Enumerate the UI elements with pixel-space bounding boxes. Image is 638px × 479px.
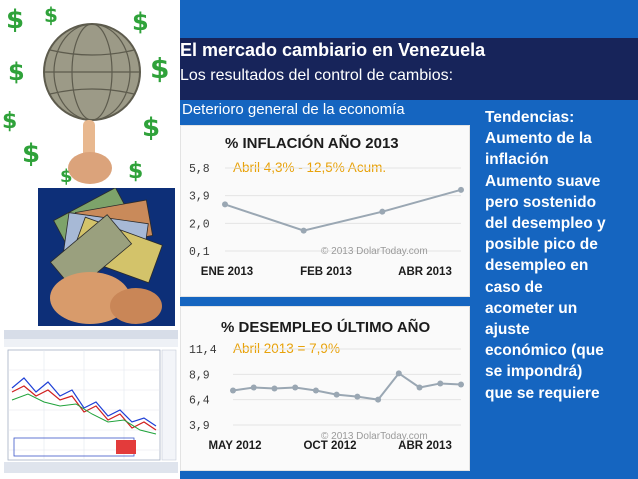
inflation-x-ticks: ENE 2013 FEB 2013 ABR 2013 <box>201 266 452 278</box>
chart-credit: © 2013 DolarToday.com <box>321 246 428 257</box>
trends-line: que se requiere <box>485 384 600 402</box>
inflation-grid <box>225 167 461 252</box>
data-point <box>354 393 361 400</box>
trading-chart-image <box>4 330 178 473</box>
trends-line: caso de <box>485 278 543 296</box>
data-point <box>312 387 319 394</box>
unemployment-grid <box>233 348 461 426</box>
unemployment-y-ticks: 11,4 8,9 6,4 3,9 <box>189 344 217 433</box>
banknotes-image <box>38 188 175 326</box>
trends-line: pero sostenido <box>485 193 597 211</box>
trends-label: Tendencias: <box>485 109 575 126</box>
chart-title: % INFLACIÓN AÑO 2013 <box>225 134 399 152</box>
inflation-chart-svg: % INFLACIÓN AÑO 2013 Abril 4,3% - 12,5% … <box>189 134 464 278</box>
data-point <box>230 387 236 394</box>
data-point <box>375 396 382 403</box>
x-tick-label: ABR 2013 <box>398 440 452 452</box>
data-point <box>271 385 278 392</box>
x-tick-label: ENE 2013 <box>201 266 253 278</box>
trends-line: se impondrá) <box>485 363 583 381</box>
svg-text:$: $ <box>128 159 143 184</box>
data-point <box>416 384 423 391</box>
svg-text:$: $ <box>22 139 40 169</box>
trends-line: Aumento de la <box>485 130 592 148</box>
x-tick-label: MAY 2012 <box>208 440 261 452</box>
data-point <box>292 384 299 391</box>
unemployment-chart-svg: % DESEMPLEO ÚLTIMO AÑO Abril 2013 = 7,9%… <box>189 318 464 452</box>
data-point <box>222 201 228 208</box>
inflation-points <box>222 186 464 234</box>
svg-text:$: $ <box>150 52 169 85</box>
unemployment-series-line <box>232 371 462 401</box>
svg-text:$: $ <box>8 58 25 86</box>
trends-text: Tendencias: Aumento de la inflación Aume… <box>485 107 635 404</box>
image-column: $ $ $ $ $ $ $ $ $ $ <box>0 0 180 479</box>
svg-text:$: $ <box>6 5 24 35</box>
y-tick-label: 8,9 <box>189 369 210 382</box>
y-tick-label: 2,0 <box>189 218 210 231</box>
title-band <box>180 38 638 100</box>
trends-line: del desempleo y <box>485 215 606 233</box>
trends-line: posible pico de <box>485 236 598 254</box>
x-tick-label: OCT 2012 <box>303 440 356 452</box>
trends-line: inflación <box>485 151 549 169</box>
inflation-series-line <box>224 188 462 232</box>
trends-line: Aumento suave <box>485 172 601 190</box>
data-point <box>458 381 464 388</box>
section-heading: Deterioro general de la economía <box>182 101 405 118</box>
trends-line: económico (que <box>485 342 604 360</box>
chart-title: % DESEMPLEO ÚLTIMO AÑO <box>221 318 431 336</box>
y-tick-label: 3,9 <box>189 420 210 433</box>
data-point <box>437 380 444 387</box>
y-tick-label: 3,9 <box>189 191 210 204</box>
svg-text:$: $ <box>2 109 17 134</box>
chart-credit: © 2013 DolarToday.com <box>321 431 428 442</box>
data-point <box>379 208 386 215</box>
inflation-title-group: % INFLACIÓN AÑO 2013 <box>225 134 399 152</box>
money-globe-image: $ $ $ $ $ $ $ $ $ $ <box>0 0 180 188</box>
inflation-y-ticks: 5,8 3,9 2,0 0,1 <box>189 163 210 259</box>
trends-line: ajuste <box>485 321 530 339</box>
y-tick-label: 11,4 <box>189 344 217 357</box>
x-tick-label: ABR 2013 <box>398 266 452 278</box>
data-point <box>300 227 307 234</box>
svg-text:$: $ <box>44 3 58 27</box>
y-tick-label: 6,4 <box>189 395 210 408</box>
data-point <box>458 186 464 193</box>
y-tick-label: 0,1 <box>189 246 210 259</box>
unemployment-x-ticks: MAY 2012 OCT 2012 ABR 2013 <box>208 440 451 452</box>
slide-subtitle: Los resultados del control de cambios: <box>180 67 454 84</box>
trends-line: acometer un <box>485 299 578 317</box>
slide-title: El mercado cambiario en Venezuela <box>180 40 486 60</box>
unemployment-points <box>230 370 464 403</box>
svg-text:$: $ <box>132 8 149 36</box>
x-tick-label: FEB 2013 <box>300 266 352 278</box>
unemployment-chart: % DESEMPLEO ÚLTIMO AÑO Abril 2013 = 7,9%… <box>180 306 470 471</box>
inflation-chart: % INFLACIÓN AÑO 2013 Abril 4,3% - 12,5% … <box>180 125 470 297</box>
svg-text:$: $ <box>142 113 160 143</box>
trends-line: desempleo en <box>485 257 589 275</box>
y-tick-label: 5,8 <box>189 163 210 176</box>
data-point <box>333 391 340 398</box>
data-point <box>395 370 402 377</box>
data-point <box>250 384 257 391</box>
